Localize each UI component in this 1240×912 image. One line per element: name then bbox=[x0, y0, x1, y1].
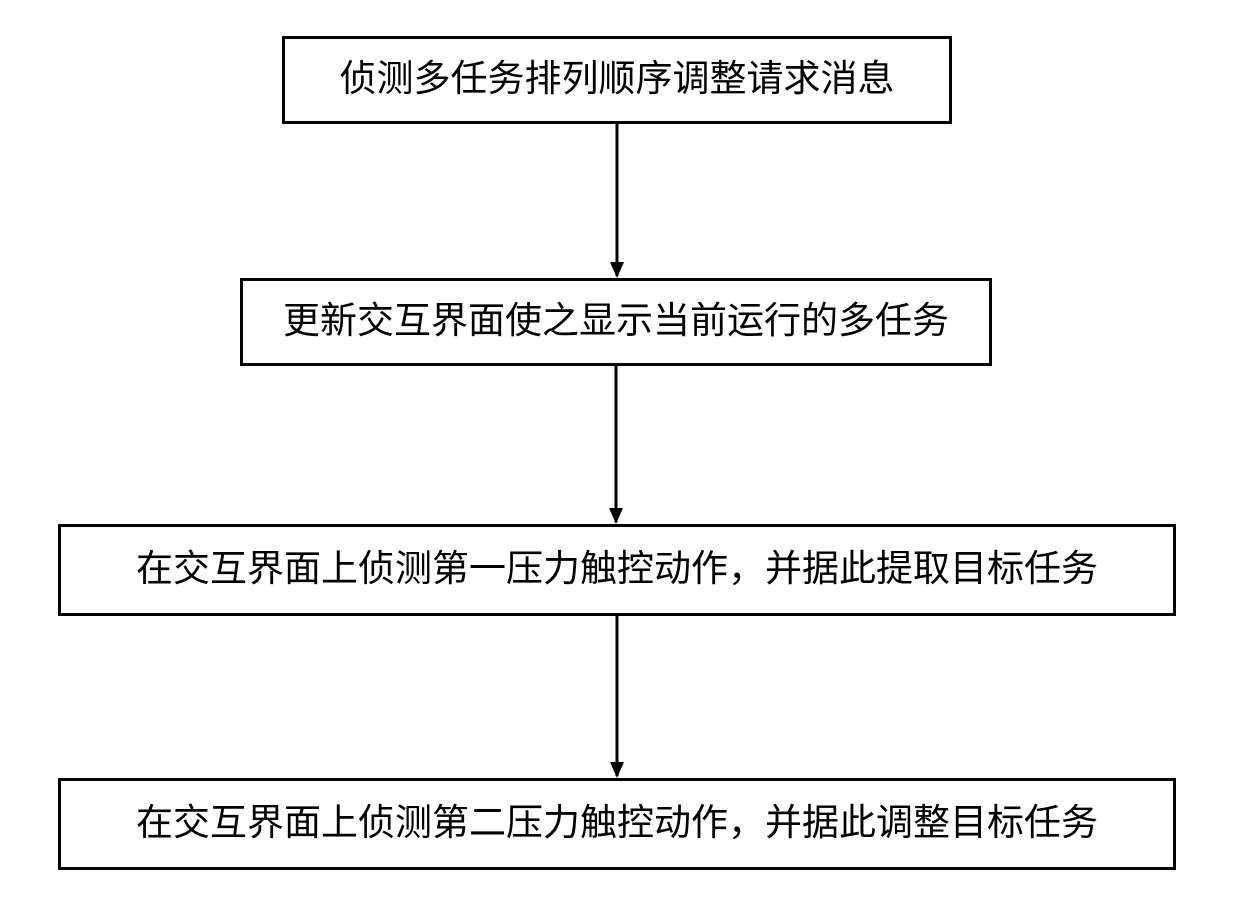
flow-node-detect-request: 侦测多任务排列顺序调整请求消息 bbox=[282, 36, 952, 124]
flowchart-canvas: 侦测多任务排列顺序调整请求消息 更新交互界面使之显示当前运行的多任务 在交互界面… bbox=[0, 0, 1240, 912]
edges-layer bbox=[0, 0, 1240, 912]
flow-node-update-ui: 更新交互界面使之显示当前运行的多任务 bbox=[240, 278, 992, 366]
node-label: 在交互界面上侦测第一压力触控动作，并据此提取目标任务 bbox=[136, 548, 1098, 592]
node-label: 更新交互界面使之显示当前运行的多任务 bbox=[283, 300, 949, 344]
flow-node-detect-first-press: 在交互界面上侦测第一压力触控动作，并据此提取目标任务 bbox=[58, 524, 1176, 616]
flow-node-detect-second-press: 在交互界面上侦测第二压力触控动作，并据此调整目标任务 bbox=[58, 778, 1176, 870]
node-label: 在交互界面上侦测第二压力触控动作，并据此调整目标任务 bbox=[136, 802, 1098, 846]
node-label: 侦测多任务排列顺序调整请求消息 bbox=[340, 58, 895, 102]
